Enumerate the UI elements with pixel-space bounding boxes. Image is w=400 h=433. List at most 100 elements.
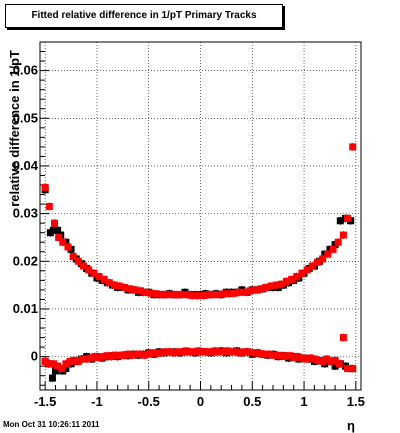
red-series-upper-point xyxy=(79,262,87,270)
y-tick-label: 0.04 xyxy=(13,158,39,173)
red-series-upper-point xyxy=(85,266,93,274)
red-series-lower-point xyxy=(157,349,165,357)
red-series-lower-point xyxy=(203,348,211,356)
red-series-lower-point xyxy=(165,348,173,356)
red-series-upper-point xyxy=(173,291,181,299)
red-series-upper-point xyxy=(303,266,311,274)
red-series-lower-point xyxy=(257,350,265,358)
red-series-lower-point xyxy=(310,355,318,363)
red-series-lower-point xyxy=(87,354,95,362)
red-series-upper-point xyxy=(50,219,58,227)
red-series-lower-point xyxy=(145,350,153,358)
red-series-lower-point xyxy=(335,360,343,368)
red-series-upper-point xyxy=(142,288,150,296)
red-series-upper-point xyxy=(267,282,275,290)
red-series-lower-point xyxy=(120,351,128,359)
red-series-upper-point xyxy=(45,202,53,210)
red-series-upper-point xyxy=(319,255,327,263)
red-series-lower-point xyxy=(290,354,298,362)
red-series-lower-point xyxy=(136,350,144,358)
red-series-lower-point xyxy=(182,347,190,355)
red-series-lower-point xyxy=(349,365,357,373)
red-series-lower-point xyxy=(294,353,302,361)
red-series-upper-point xyxy=(162,291,170,299)
red-series-upper-point xyxy=(324,250,332,258)
red-series-lower-point xyxy=(327,357,335,365)
red-series-upper-point xyxy=(59,238,67,246)
red-series-upper-point xyxy=(147,289,155,297)
red-series-lower-point xyxy=(45,360,53,368)
red-series-lower-point xyxy=(228,348,236,356)
red-series-lower-point xyxy=(41,357,49,365)
x-tick-label: -1.5 xyxy=(34,394,56,409)
red-series-upper-point xyxy=(210,291,218,299)
red-series-lower-point xyxy=(215,348,223,356)
red-series-upper-point xyxy=(293,273,301,281)
red-series-upper-point xyxy=(168,291,176,299)
red-series-lower-point xyxy=(298,354,306,362)
red-series-lower-point xyxy=(190,348,198,356)
red-series-upper-point xyxy=(121,284,129,292)
red-series-lower-point xyxy=(244,348,252,356)
red-series-lower-point xyxy=(194,347,202,355)
red-series-lower-point xyxy=(319,357,327,365)
red-series-lower-point xyxy=(141,351,149,359)
x-axis-label: η xyxy=(347,418,355,433)
red-series-lower-point xyxy=(124,350,132,358)
y-tick-label: 0.06 xyxy=(13,63,38,78)
red-series-upper-point xyxy=(225,290,233,298)
red-series-lower-point xyxy=(223,347,231,355)
red-series-lower-point xyxy=(149,349,157,357)
red-series-upper-point xyxy=(183,291,191,299)
red-series-lower-point xyxy=(178,348,186,356)
red-series-lower-point xyxy=(344,365,352,373)
red-series-upper-point xyxy=(193,292,201,300)
red-series-upper-point xyxy=(100,275,108,283)
black-series-lower-point xyxy=(48,374,56,382)
red-series-lower-point xyxy=(323,355,331,363)
red-series-lower-point xyxy=(207,348,215,356)
red-series-upper-point xyxy=(200,292,208,300)
red-series-lower-point xyxy=(315,356,323,364)
red-series-lower-point xyxy=(83,355,91,363)
red-series-lower-point xyxy=(153,349,161,357)
red-series-upper-point xyxy=(69,253,77,261)
red-series-upper-point xyxy=(116,282,124,290)
red-series-upper-point xyxy=(251,286,259,294)
red-series-upper-point xyxy=(334,238,342,246)
red-series-upper-point xyxy=(277,280,285,288)
red-series-lower-point xyxy=(219,348,227,356)
red-series-lower-point xyxy=(95,354,103,362)
red-series-lower-point xyxy=(265,350,273,358)
black-series-lower-point xyxy=(62,365,70,373)
red-series-lower-point xyxy=(331,356,339,364)
red-series-lower-point xyxy=(107,353,115,361)
red-series-upper-point xyxy=(272,281,280,289)
red-series-upper-point xyxy=(205,291,213,299)
red-series-upper-point xyxy=(90,269,98,277)
red-series-upper-point xyxy=(236,288,244,296)
red-series-upper-point xyxy=(105,279,113,287)
red-series-lower-point xyxy=(70,356,78,364)
red-series-lower-point xyxy=(66,357,74,365)
red-series-lower-point xyxy=(252,349,260,357)
red-series-lower-point xyxy=(306,354,314,362)
red-series-lower-point xyxy=(277,352,285,360)
red-series-lower-point xyxy=(199,348,207,356)
red-series-lower-point xyxy=(174,348,182,356)
red-series-upper-point xyxy=(111,281,119,289)
red-series-lower-point xyxy=(248,349,256,357)
red-series-upper-point xyxy=(215,291,223,299)
x-tick-label: -0.5 xyxy=(138,394,160,409)
black-series-upper-point xyxy=(54,226,62,234)
red-series-upper-point xyxy=(131,286,139,294)
x-tick-label: 1.5 xyxy=(347,394,365,409)
black-series-upper-point xyxy=(49,226,57,234)
red-series-lower-point xyxy=(54,362,62,370)
red-series-lower-point xyxy=(236,349,244,357)
red-series-lower-point xyxy=(49,360,57,368)
red-series-upper-point xyxy=(314,258,322,266)
red-series-lower-point xyxy=(99,353,107,361)
red-series-upper-point xyxy=(282,277,290,285)
